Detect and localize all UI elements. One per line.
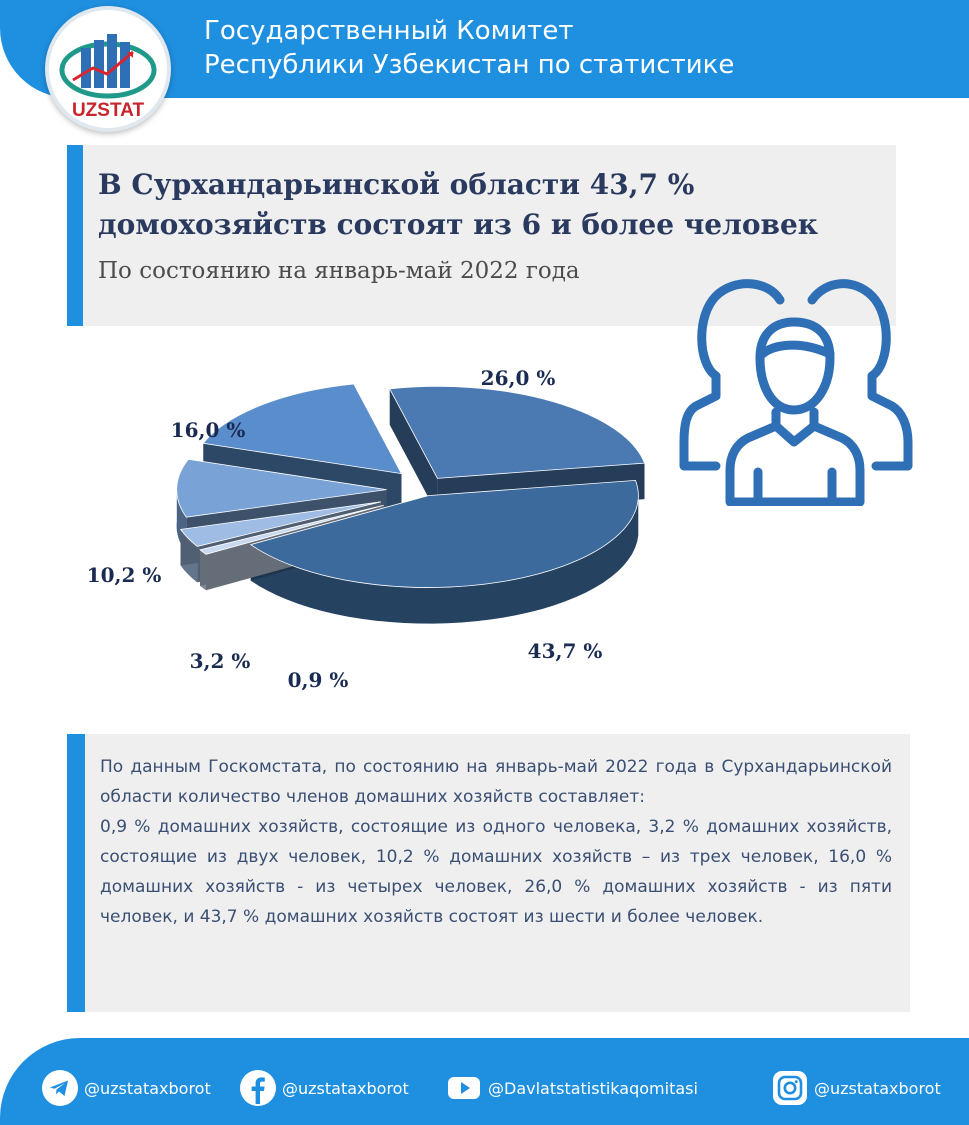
pie-slice: [179, 501, 381, 547]
social-instagram[interactable]: @uzstataxborot: [772, 1070, 941, 1106]
youtube-icon: [448, 1077, 480, 1099]
household-size-pie-chart: 26,0 % 43,7 % 0,9 % 3,2 % 10,2 % 16,0 %: [87, 366, 646, 692]
telegram-icon: [42, 1070, 78, 1106]
instagram-icon: [773, 1071, 807, 1105]
description-text: По данным Госкомстата, по состоянию на я…: [100, 752, 892, 932]
pie-slice: [176, 458, 387, 518]
pie-slice: [202, 383, 403, 475]
pie-slice-side: [250, 492, 639, 624]
social-facebook[interactable]: @uzstataxborot: [240, 1070, 409, 1106]
social-telegram-handle: @uzstataxborot: [84, 1078, 211, 1098]
headline-title-line1: В Сурхандарьинской области 43,7 %: [98, 168, 695, 201]
social-facebook-handle: @uzstataxborot: [282, 1078, 409, 1098]
social-telegram[interactable]: @uzstataxborot: [42, 1070, 211, 1106]
pie-slice-label: 43,7 %: [528, 639, 603, 663]
headline-title-line2: домохозяйств состоят из 6 и более челове…: [98, 208, 819, 241]
facebook-icon: [240, 1070, 276, 1106]
description-paragraph-2: 0,9 % домашних хозяйств, состоящие из од…: [100, 817, 892, 927]
description-paragraph-1: По данным Госкомстата, по состоянию на я…: [100, 757, 892, 807]
pie-slice: [249, 479, 639, 588]
logo-emblem-icon: [59, 34, 157, 99]
people-group-icon: [679, 279, 913, 506]
social-youtube-handle: @Davlatstatistikaqomitasi: [488, 1078, 698, 1098]
pie-slice: [199, 504, 384, 555]
pie-slice-label: 26,0 %: [481, 366, 556, 390]
organization-title-line2: Республики Узбекистан по статистике: [204, 50, 735, 80]
pie-slice-cut-face: [389, 388, 438, 515]
headline-subtitle: По состоянию на январь-май 2022 года: [98, 258, 580, 284]
social-youtube[interactable]: @Davlatstatistikaqomitasi: [446, 1070, 698, 1106]
pie-slice-label: 10,2 %: [87, 563, 162, 587]
footer-bar: [0, 1038, 969, 1125]
organization-title-line1: Государственный Комитет: [204, 16, 574, 46]
organization-title: Государственный Комитет Республики Узбек…: [204, 14, 944, 82]
headline-panel: В Сурхандарьинской области 43,7 % домохо…: [67, 145, 896, 326]
social-instagram-handle: @uzstataxborot: [814, 1078, 941, 1098]
uzstat-logo: UZSTAT: [45, 6, 171, 132]
pie-slice-label: 3,2 %: [190, 649, 251, 673]
pie-top-layer: [176, 383, 646, 588]
headline-title: В Сурхандарьинской области 43,7 % домохо…: [98, 165, 819, 245]
logo-text: UZSTAT: [71, 100, 145, 121]
pie-slice-label: 16,0 %: [171, 418, 246, 442]
description-panel: По данным Госкомстата, по состоянию на я…: [67, 734, 910, 1012]
pie-slice: [389, 385, 646, 479]
pie-label-layer: 26,0 % 43,7 % 0,9 % 3,2 % 10,2 % 16,0 %: [87, 366, 603, 692]
pie-slice-label: 0,9 %: [288, 668, 349, 692]
